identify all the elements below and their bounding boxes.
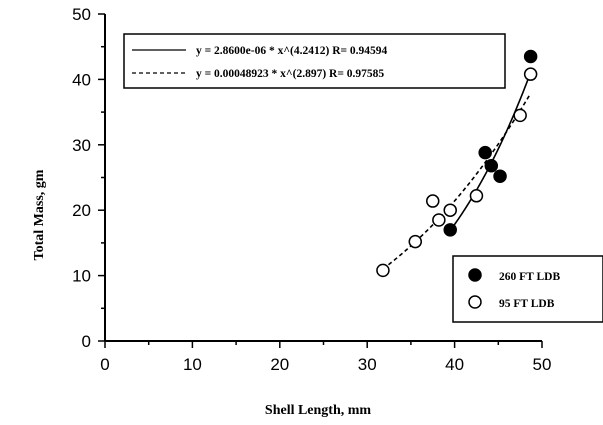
fit-curves xyxy=(382,72,532,270)
series-legend-box xyxy=(452,255,603,323)
point-260ft xyxy=(484,158,499,173)
x-tick-label: 10 xyxy=(183,355,202,374)
point-95ft xyxy=(432,213,446,227)
point-260ft xyxy=(493,169,507,183)
point-260ft xyxy=(478,145,492,160)
fit-curve-dashed xyxy=(382,92,532,270)
fit-legend-dashed-label: y = 0.00048923 * x^(2.897) R= 0.97585 xyxy=(196,68,384,80)
point-260ft xyxy=(443,223,457,237)
x-tick-label: 40 xyxy=(445,355,464,374)
legend-series-1-label: 260 FT LDB xyxy=(499,271,560,283)
point-95ft xyxy=(376,263,390,278)
point-95ft xyxy=(469,189,484,203)
legend-series-2-label: 95 FT LDB xyxy=(499,298,555,310)
point-95ft xyxy=(443,203,457,217)
y-tick-label: 10 xyxy=(72,267,91,286)
point-95ft xyxy=(408,234,423,249)
fit-legend: y = 2.8600e-06 * x^(4.2412) R= 0.94594 y… xyxy=(123,33,506,89)
x-axis-title: Shell Length, mm xyxy=(265,403,372,418)
series-legend: 260 FT LDB 95 FT LDB xyxy=(452,255,603,323)
point-95ft xyxy=(513,108,527,123)
x-tick-label: 20 xyxy=(270,355,289,374)
point-95ft xyxy=(523,67,538,81)
legend-open-marker xyxy=(468,295,482,309)
legend-filled-marker xyxy=(468,268,482,282)
y-axis-title: Total Mass, gm xyxy=(32,169,47,260)
x-tick-label: 0 xyxy=(100,355,109,374)
fit-legend-solid-label: y = 2.8600e-06 * x^(4.2412) R= 0.94594 xyxy=(196,45,388,57)
x-tick-label: 50 xyxy=(533,355,552,374)
y-tick-label: 20 xyxy=(72,201,91,220)
y-tick-label: 50 xyxy=(72,5,91,24)
fit-legend-box xyxy=(123,33,506,89)
y-tick-label: 0 xyxy=(82,332,91,351)
x-ticks: 0 10 20 30 40 50 xyxy=(100,341,551,374)
point-95ft xyxy=(426,194,440,208)
x-tick-label: 30 xyxy=(358,355,377,374)
point-260ft xyxy=(523,49,538,64)
y-tick-label: 30 xyxy=(72,136,91,155)
y-ticks: 0 10 20 30 40 50 xyxy=(72,5,105,351)
y-tick-label: 40 xyxy=(72,70,91,89)
data-points xyxy=(376,49,538,278)
